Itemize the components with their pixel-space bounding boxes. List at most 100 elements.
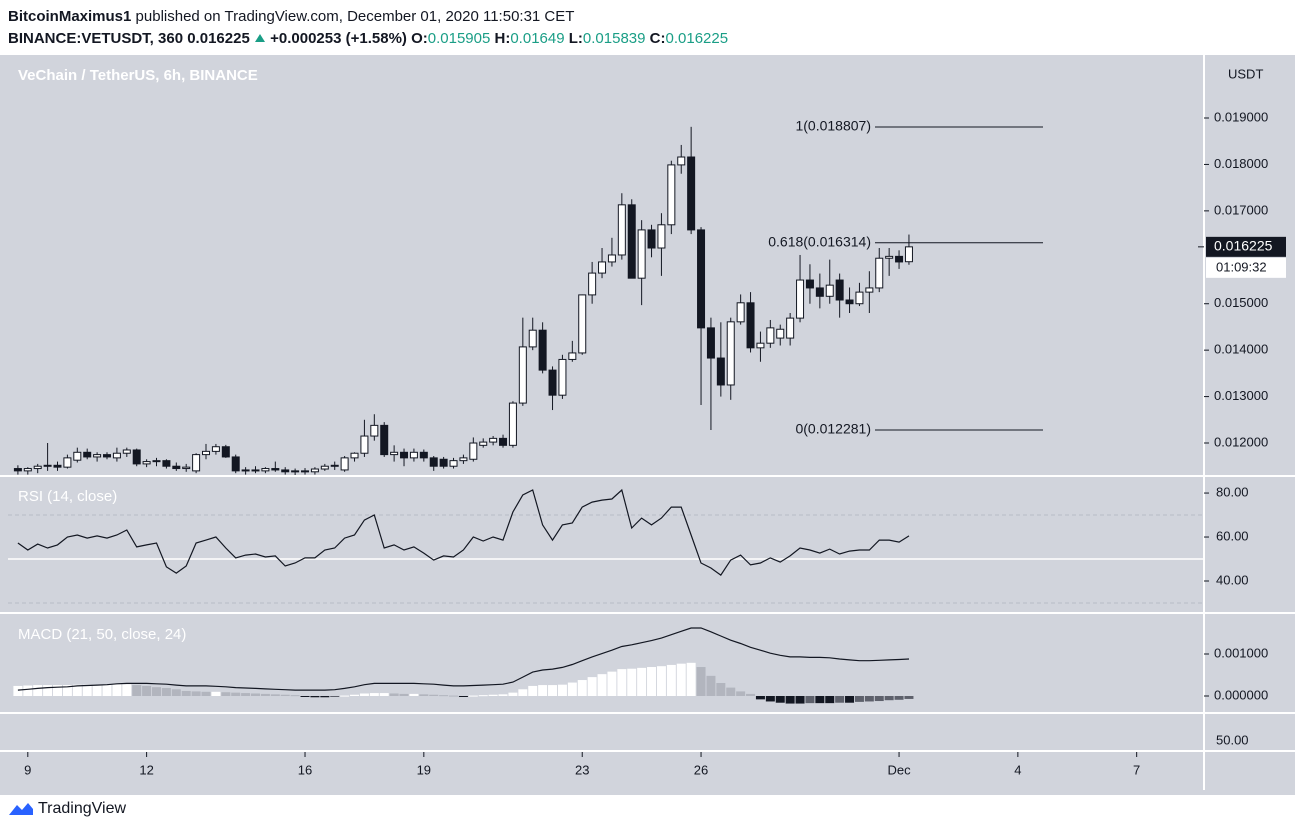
candle-body [192, 454, 201, 472]
rsi-tick-label: 80.00 [1216, 484, 1249, 499]
candle-body [360, 435, 369, 454]
candle-body [617, 204, 626, 256]
candle-body [637, 229, 646, 279]
macd-histogram-bar [845, 696, 855, 703]
candle-body [538, 329, 547, 371]
candle-body [598, 261, 607, 274]
candle-body [756, 342, 765, 349]
macd-histogram-bar [43, 685, 53, 697]
macd-histogram-bar [260, 693, 270, 697]
macd-histogram-bar [359, 693, 369, 697]
macd-histogram-bar [746, 693, 756, 697]
macd-histogram-bar [627, 668, 637, 697]
author: BitcoinMaximus1 [8, 8, 132, 25]
candle-body [261, 468, 270, 472]
candle-body [310, 468, 319, 473]
rsi-tick-label: 40.00 [1216, 572, 1249, 587]
candle-body [340, 457, 349, 471]
macd-histogram-bar [152, 687, 162, 697]
x-tick-label: 23 [575, 762, 589, 777]
candle-body [182, 466, 191, 470]
brand: TradingView [38, 800, 127, 817]
macd-histogram-bar [676, 663, 686, 697]
macd-histogram-bar [82, 684, 92, 697]
x-tick-label: 7 [1133, 762, 1140, 777]
countdown-box [1206, 257, 1286, 278]
macd-histogram-bar [696, 667, 706, 697]
countdown: 01:09:32 [1216, 259, 1267, 274]
macd-histogram-bar [23, 685, 33, 697]
macd-line [17, 627, 910, 691]
macd-histogram-bar [132, 685, 142, 697]
macd-histogram-bar [884, 696, 894, 701]
candle-body [875, 257, 884, 289]
candle-body [895, 255, 904, 263]
candle-body [815, 287, 824, 297]
candle-body [23, 468, 32, 472]
macd-histogram-bar [161, 688, 171, 697]
macd-histogram-bar [419, 694, 429, 697]
candle-body [400, 451, 409, 459]
currency: USDT [1228, 66, 1263, 81]
o-label: O: [411, 30, 428, 47]
x-tick-label: 26 [694, 762, 708, 777]
publish-line: BitcoinMaximus1 published on TradingView… [8, 6, 728, 28]
candle-body [370, 424, 379, 437]
y-tick-label: 0.012000 [1214, 434, 1268, 449]
macd-histogram-bar [310, 696, 320, 698]
candle-body [103, 454, 112, 458]
pane4-label: 50.00 [1216, 732, 1249, 747]
candle-body [241, 469, 250, 472]
macd-histogram-bar [854, 696, 864, 702]
rsi-title: RSI (14, close) [18, 488, 117, 505]
o-value: 0.015905 [427, 30, 491, 47]
macd-histogram-bar [290, 695, 300, 697]
candle-body [320, 465, 329, 470]
macd-histogram-bar [874, 696, 884, 702]
macd-histogram-bar [112, 684, 122, 697]
h-value: 0.01649 [510, 30, 565, 47]
candle-body [687, 156, 696, 231]
macd-histogram-bar [379, 693, 389, 697]
candle-body [736, 302, 745, 323]
macd-histogram-bar [666, 664, 676, 697]
macd-histogram-bar [221, 692, 231, 697]
macd-histogram-bar [538, 685, 548, 697]
fib-label: 0.618(0.016314) [768, 233, 871, 249]
candle-body [518, 346, 527, 404]
candle-body [746, 302, 755, 349]
candle-body [221, 446, 230, 458]
candle-body [390, 451, 399, 456]
macd-title: MACD (21, 50, close, 24) [18, 626, 186, 643]
candle-body [499, 437, 508, 446]
change: +0.000253 (+1.58%) [270, 30, 407, 47]
candle-body [93, 454, 102, 458]
candle-body [439, 458, 448, 467]
macd-histogram-bar [637, 667, 647, 697]
macd-histogram-bar [904, 696, 914, 699]
macd-histogram-bar [706, 675, 716, 697]
price-tag-label: 0.016225 [1214, 238, 1273, 254]
macd-histogram-bar [181, 690, 191, 697]
fib-label: 0(0.012281) [795, 421, 871, 437]
macd-histogram-bar [72, 684, 82, 697]
candle-body [281, 469, 290, 473]
candle-body [508, 402, 517, 446]
macd-histogram-bar [587, 677, 597, 697]
published: published on TradingView.com, December 0… [135, 8, 575, 25]
macd-histogram-bar [557, 684, 567, 697]
logo [9, 803, 33, 815]
rsi-tick-label: 60.00 [1216, 528, 1249, 543]
macd-histogram-bar [241, 693, 251, 697]
macd-histogram-bar [211, 691, 221, 697]
macd-histogram-bar [498, 694, 508, 697]
x-tick-label: 19 [417, 762, 431, 777]
macd-histogram-bar [864, 696, 874, 702]
candle-body [657, 224, 666, 249]
macd-histogram-bar [577, 680, 587, 697]
candle-body [796, 279, 805, 319]
candle-body [419, 451, 428, 459]
macd-histogram-bar [369, 693, 379, 697]
footer: TradingView [8, 800, 126, 818]
